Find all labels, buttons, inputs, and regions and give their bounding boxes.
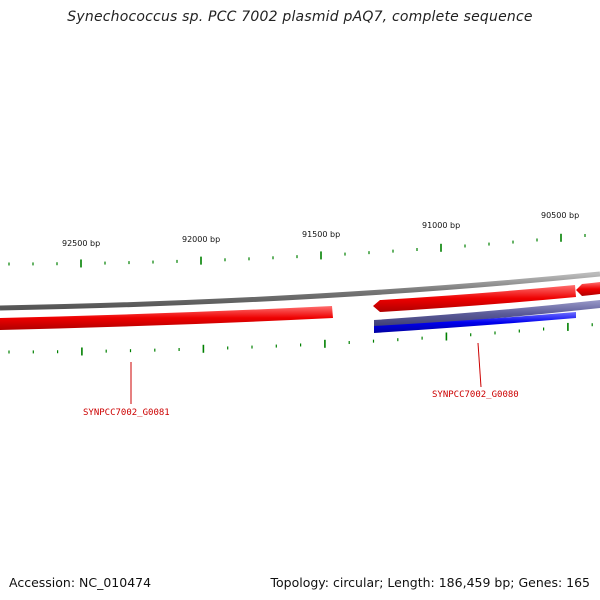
scale-label: 92000 bp [182,235,220,244]
gene-label[interactable]: SYNPCC7002_G0081 [83,408,170,418]
backbone-arc [0,271,600,311]
scale-label: 91000 bp [422,221,460,230]
scale-label: 91500 bp [302,230,340,239]
outer-tick-ring [8,233,586,268]
gene-g0080-arrow[interactable] [373,285,576,312]
map-title: Synechococcus sp. PCC 7002 plasmid pAQ7,… [67,9,533,25]
scale-label: 90500 bp [541,211,579,220]
gene-label[interactable]: SYNPCC7002_G0080 [432,390,519,400]
scale-labels: 92500 bp 92000 bp 91500 bp 91000 bp 9050… [62,211,579,248]
scale-label: 92500 bp [62,239,100,248]
accession-label: Accession: NC_010474 [9,575,152,590]
gene-g0081-arrow[interactable] [0,306,333,330]
sequence-summary: Topology: circular; Length: 186,459 bp; … [270,575,591,590]
reverse-gene-blue[interactable] [374,312,576,333]
inner-tick-ring [8,322,593,356]
gene-next-arrow[interactable] [576,282,600,296]
gene-g0080-pointer [477,342,482,388]
reverse-gene-bar[interactable] [374,300,600,328]
